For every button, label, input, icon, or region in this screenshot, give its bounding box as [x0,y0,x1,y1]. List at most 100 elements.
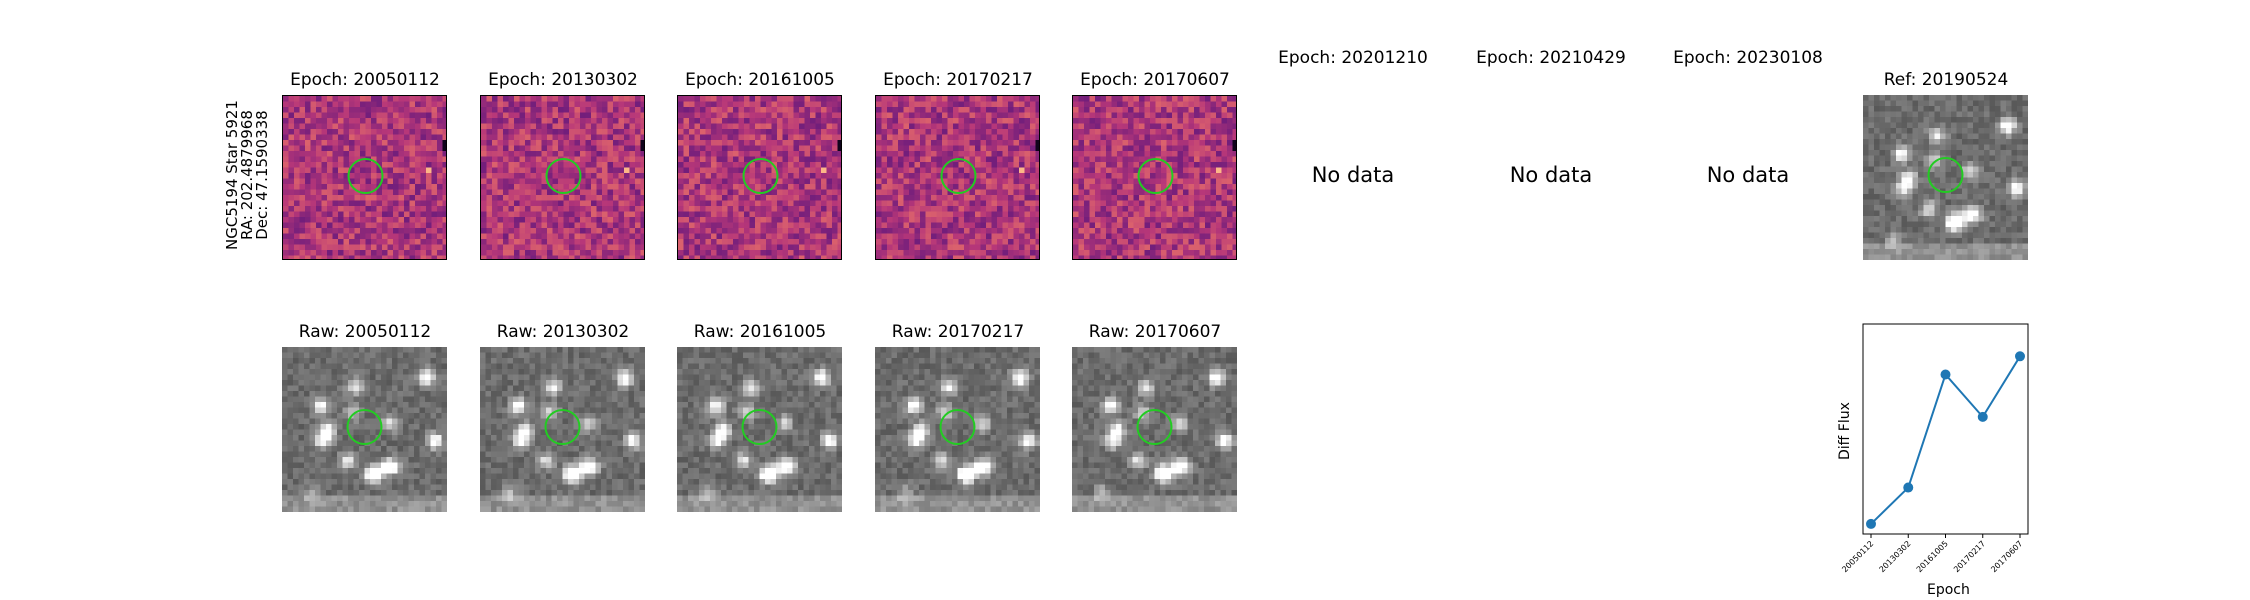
pixel [777,178,784,185]
pixel [349,211,356,218]
pixel [624,200,631,207]
pixel [683,96,690,103]
pixel [1122,112,1129,119]
pixel [997,250,1004,257]
pixel [332,200,339,207]
pixel [1194,206,1201,213]
pixel [376,222,383,229]
pixel [1150,239,1157,246]
pixel [925,145,932,152]
pixel [2000,155,2007,162]
pixel [777,140,784,147]
pixel [810,255,817,259]
pixel [925,129,932,136]
pixel [1139,239,1146,246]
pixel [705,134,712,141]
pixel [426,118,433,125]
pixel [321,255,328,259]
pixel [354,118,361,125]
pixel [1210,217,1217,224]
pixel [991,107,998,114]
pixel [898,101,905,108]
pixel [964,107,971,114]
pixel [580,173,587,180]
pixel [914,112,921,119]
pixel [1995,128,2002,135]
pixel [700,233,707,240]
pixel [420,167,427,174]
pixel [404,233,411,240]
pixel [305,162,312,169]
pixel [1199,200,1206,207]
pixel [1227,162,1234,169]
pixel [387,145,394,152]
pixel [497,189,504,196]
pixel [1172,206,1179,213]
pixel [1019,211,1026,218]
pixel [914,123,921,130]
pixel [558,195,565,202]
pixel [1868,95,1875,102]
pixel [580,206,587,213]
pixel [1890,150,1897,157]
pixel [431,217,438,224]
pixel [727,118,734,125]
pixel [958,228,965,235]
pixel [771,129,778,136]
pixel [558,178,565,185]
pixel [321,107,328,114]
pixel [1868,139,1875,146]
pixel [585,123,592,130]
pixel [947,173,954,180]
pixel [804,233,811,240]
pixel [382,222,389,229]
pixel [1024,195,1031,202]
pixel [635,255,642,259]
pixel [755,233,762,240]
pixel [343,118,350,125]
pixel [1100,195,1107,202]
pixel [354,195,361,202]
pixel [1111,140,1118,147]
pixel [1973,139,1980,146]
pixel [354,134,361,141]
pixel [547,233,554,240]
pixel [991,250,998,257]
pixel [1002,96,1009,103]
pixel [1885,106,1892,113]
pixel [749,167,756,174]
pixel [727,255,734,259]
pixel [689,255,696,259]
pixel [788,129,795,136]
pixel [1111,134,1118,141]
pixel [788,228,795,235]
pixel [338,211,345,218]
pixel [1030,107,1037,114]
pixel [837,162,841,169]
pixel [1177,140,1184,147]
pixel [749,217,756,224]
pixel [1035,107,1039,114]
pixel [1984,172,1991,179]
pixel [426,162,433,169]
pixel [942,167,949,174]
pixel [635,200,642,207]
pixel [986,156,993,163]
pixel [486,123,493,130]
pixel [942,228,949,235]
pixel [936,184,943,191]
pixel [700,206,707,213]
pixel [1918,122,1925,129]
pixel [547,107,554,114]
pixel [1874,150,1881,157]
pixel [558,217,565,224]
pixel [508,189,515,196]
pixel [294,178,301,185]
pixel [1150,162,1157,169]
pixel [1095,123,1102,130]
pixel [338,255,345,259]
pixel [437,96,444,103]
pixel [804,195,811,202]
pixel [1912,166,1919,173]
pixel [558,233,565,240]
